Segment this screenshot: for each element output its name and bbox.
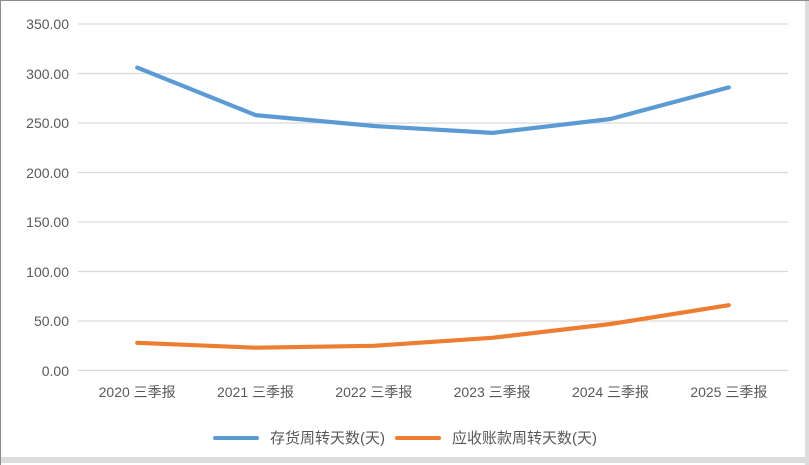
legend-line-swatch-icon: [395, 435, 441, 440]
x-tick-label: 2025 三季报: [690, 384, 768, 400]
series-line-应收账款周转天数(天): [135, 303, 731, 350]
y-tick-label: 350.00: [26, 16, 69, 32]
y-tick-label: 250.00: [26, 115, 69, 131]
legend-line-swatch-icon: [213, 435, 259, 440]
x-tick-label: 2020 三季报: [98, 384, 176, 400]
legend-item: 存货周转天数(天): [213, 427, 385, 448]
legend-label: 存货周转天数(天): [270, 430, 385, 447]
x-tick-label: 2023 三季报: [453, 384, 531, 400]
legend-item: 应收账款周转天数(天): [395, 427, 597, 448]
x-tick-label: 2024 三季报: [571, 384, 650, 400]
x-tick-label: 2022 三季报: [335, 384, 413, 400]
series-line-存货周转天数(天): [135, 65, 731, 135]
frame-edge-right: [805, 1, 809, 465]
frame-edge-bottom: [1, 457, 809, 463]
y-tick-label: 100.00: [26, 263, 69, 280]
y-tick-label: 200.00: [26, 164, 69, 181]
legend-label: 应收账款周转天数(天): [452, 430, 597, 447]
x-tick-label: 2021 三季报: [216, 384, 295, 400]
y-tick-label: 150.00: [26, 214, 69, 230]
y-tick-label: 300.00: [26, 65, 69, 82]
y-tick-label: 0.00: [41, 362, 69, 379]
legend: 存货周转天数(天) 应收账款周转天数(天): [1, 427, 809, 448]
y-tick-label: 50.00: [33, 313, 69, 329]
